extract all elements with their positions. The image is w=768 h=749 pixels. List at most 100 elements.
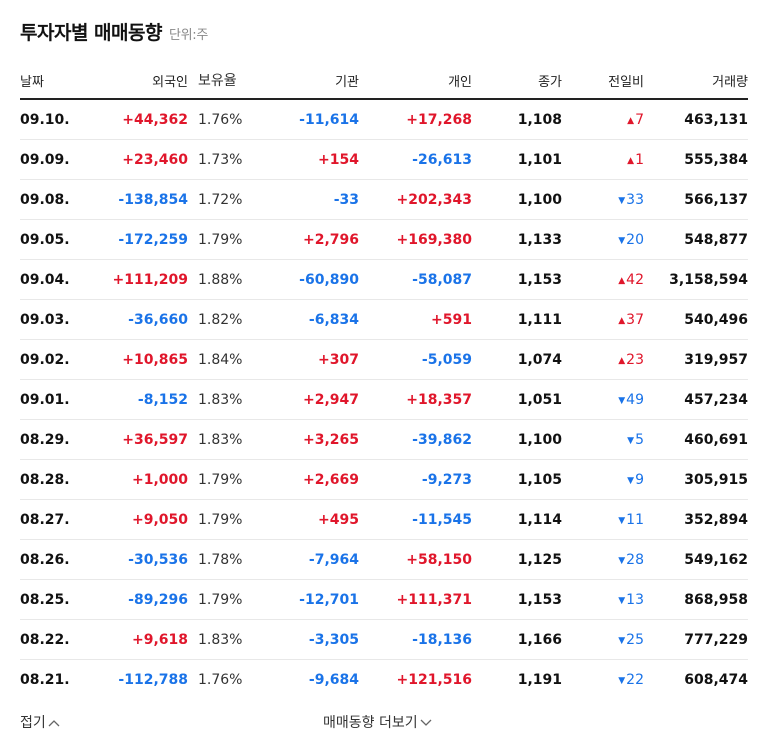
triangle-down-icon: ▼: [618, 635, 626, 646]
change-value: 20: [626, 231, 644, 248]
cell-holding-ratio: 1.83%: [188, 619, 254, 660]
cell-individual: +18,357: [359, 379, 472, 420]
table-row: 09.05. -172,259 1.79% +2,796 +169,380 1,133 ▼2…: [20, 219, 748, 260]
cell-institution: +2,796: [254, 219, 359, 260]
cell-change: ▼11: [562, 499, 644, 540]
cell-individual: -39,862: [359, 419, 472, 460]
cell-volume: 352,894: [644, 499, 748, 540]
cell-foreign: -30,536: [82, 539, 188, 580]
cell-change: ▲7: [562, 99, 644, 140]
cell-change: ▲42: [562, 259, 644, 300]
cell-foreign: +111,209: [82, 259, 188, 300]
cell-institution: -60,890: [254, 259, 359, 300]
cell-date: 09.09.: [20, 139, 82, 180]
cell-change: ▲1: [562, 139, 644, 180]
table-row: 08.22. +9,618 1.83% -3,305 -18,136 1,166 ▼25 77…: [20, 619, 748, 660]
table-row: 08.21. -112,788 1.76% -9,684 +121,516 1,191 ▼2…: [20, 660, 748, 700]
cell-foreign: -112,788: [118, 671, 188, 688]
cell-volume: 3,158,594: [644, 259, 748, 300]
cell-close: 1,051: [472, 379, 562, 420]
cell-individual: -11,545: [359, 499, 472, 540]
cell-change: ▼22: [562, 660, 644, 700]
change-value: 1: [635, 151, 644, 168]
cell-volume: 463,131: [644, 99, 748, 140]
cell-holding-ratio: 1.72%: [188, 179, 254, 220]
cell-holding-ratio: 1.73%: [188, 139, 254, 180]
triangle-down-icon: ▼: [627, 475, 635, 486]
cell-institution: +2,947: [254, 379, 359, 420]
cell-change: ▼9: [562, 459, 644, 500]
triangle-up-icon: ▲: [618, 355, 626, 366]
cell-foreign: +36,597: [82, 419, 188, 460]
cell-close: 1,100: [472, 419, 562, 460]
change-value: 33: [626, 191, 644, 208]
cell-foreign: +23,460: [82, 139, 188, 180]
table-row: 09.02. +10,865 1.84% +307 -5,059 1,074 ▲23 319,…: [20, 339, 748, 380]
cell-change: ▼5: [562, 419, 644, 460]
fold-button[interactable]: 접기: [20, 712, 60, 732]
change-value: 11: [626, 511, 644, 528]
cell-holding-ratio: 1.76%: [188, 99, 254, 140]
cell-holding-ratio: 1.79%: [188, 579, 254, 620]
cell-change: ▼33: [562, 179, 644, 220]
widget-header: 투자자별 매매동향 단위:주: [20, 18, 208, 45]
cell-holding-ratio: 1.83%: [188, 379, 254, 420]
cell-close: 1,101: [472, 139, 562, 180]
cell-date: 09.02.: [20, 339, 82, 380]
cell-institution: -11,614: [254, 99, 359, 140]
cell-institution: +3,265: [254, 419, 359, 460]
cell-volume: 566,137: [644, 179, 748, 220]
cell-holding-ratio: 1.84%: [188, 339, 254, 380]
cell-date: 09.04.: [20, 259, 82, 300]
cell-volume: 548,877: [644, 219, 748, 260]
change-value: 13: [626, 591, 644, 608]
triangle-down-icon: ▼: [618, 195, 626, 206]
cell-date: 09.05.: [20, 219, 82, 260]
cell-individual: +202,343: [359, 179, 472, 220]
cell-institution: -33: [254, 179, 359, 220]
cell-foreign: -36,660: [82, 299, 188, 340]
table-footer: 접기 매매동향 더보기: [20, 706, 748, 736]
change-value: 28: [626, 551, 644, 568]
cell-foreign: -89,296: [82, 579, 188, 620]
cell-volume: 540,496: [644, 299, 748, 340]
cell-date: 08.25.: [20, 579, 82, 620]
col-header-change: 전일비: [562, 62, 644, 100]
triangle-down-icon: ▼: [618, 515, 626, 526]
cell-institution: -7,964: [254, 539, 359, 580]
cell-date: 08.27.: [20, 499, 82, 540]
triangle-down-icon: ▼: [627, 435, 635, 446]
table-row: 09.10. +44,362 1.76% -11,614 +17,268 1,108 ▲7 4…: [20, 99, 748, 140]
more-trading-button[interactable]: 매매동향 더보기: [323, 712, 432, 732]
col-header-close: 종가: [472, 62, 562, 100]
cell-close: 1,166: [472, 619, 562, 660]
table-body: 09.10. +44,362 1.76% -11,614 +17,268 1,108 ▲7 4…: [20, 99, 748, 699]
table-row: 08.26. -30,536 1.78% -7,964 +58,150 1,125 ▼28 5…: [20, 539, 748, 580]
cell-institution: -6,834: [254, 299, 359, 340]
fold-label: 접기: [20, 715, 46, 731]
cell-holding-ratio: 1.79%: [188, 459, 254, 500]
cell-foreign: -8,152: [82, 379, 188, 420]
cell-foreign: -172,259: [82, 219, 188, 260]
cell-individual: -5,059: [359, 339, 472, 380]
col-header-ratio: 보유율: [188, 62, 254, 100]
cell-change: ▼28: [562, 539, 644, 580]
cell-individual: +591: [359, 299, 472, 340]
cell-volume: 608,474: [684, 671, 748, 688]
cell-close: 1,133: [472, 219, 562, 260]
col-header-individual: 개인: [359, 62, 472, 100]
cell-individual: -9,273: [359, 459, 472, 500]
cell-institution: -3,305: [254, 619, 359, 660]
cell-change: ▼49: [562, 379, 644, 420]
cell-institution: +2,669: [254, 459, 359, 500]
cell-date: 09.03.: [20, 299, 82, 340]
table-row: 09.04. +111,209 1.88% -60,890 -58,087 1,153 ▲4…: [20, 259, 748, 300]
col-header-institution: 기관: [254, 62, 359, 100]
table-row: 08.29. +36,597 1.83% +3,265 -39,862 1,100 ▼5 46…: [20, 419, 748, 460]
cell-individual: -18,136: [359, 619, 472, 660]
cell-date: 08.28.: [20, 459, 82, 500]
cell-date: 09.01.: [20, 379, 82, 420]
cell-volume: 549,162: [644, 539, 748, 580]
cell-holding-ratio: 1.82%: [188, 299, 254, 340]
